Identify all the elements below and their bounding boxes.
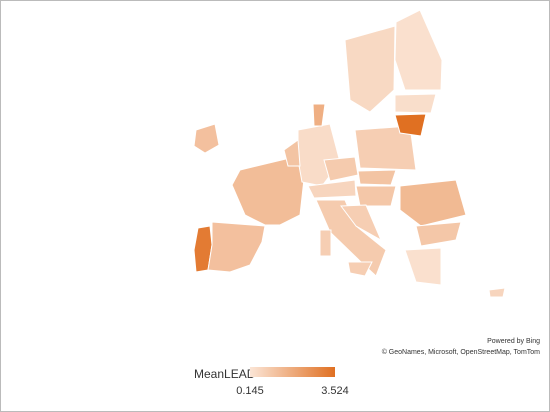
region (394, 9, 443, 91)
region (319, 229, 332, 257)
region (340, 204, 383, 242)
regions (193, 9, 506, 298)
region (404, 247, 442, 286)
region (207, 221, 266, 273)
attribution: Powered by Bing (487, 338, 540, 345)
region (323, 156, 359, 182)
region (315, 199, 387, 277)
region (399, 179, 467, 227)
legend-gradient (250, 367, 335, 377)
region (193, 123, 220, 154)
region (488, 287, 506, 298)
region (344, 25, 396, 113)
region (312, 103, 326, 127)
region (347, 261, 373, 277)
region (394, 93, 437, 114)
attribution: © GeoNames, Microsoft, OpenStreetMap, To… (382, 348, 540, 356)
region (415, 221, 462, 247)
region (355, 185, 397, 207)
region (307, 179, 357, 199)
legend-title: MeanLEAD (194, 367, 256, 381)
legend-min: 0.145 (236, 385, 264, 397)
region (357, 169, 397, 186)
region (354, 125, 417, 171)
region (283, 139, 301, 167)
region (394, 113, 427, 137)
legend-max: 3.524 (321, 385, 349, 397)
